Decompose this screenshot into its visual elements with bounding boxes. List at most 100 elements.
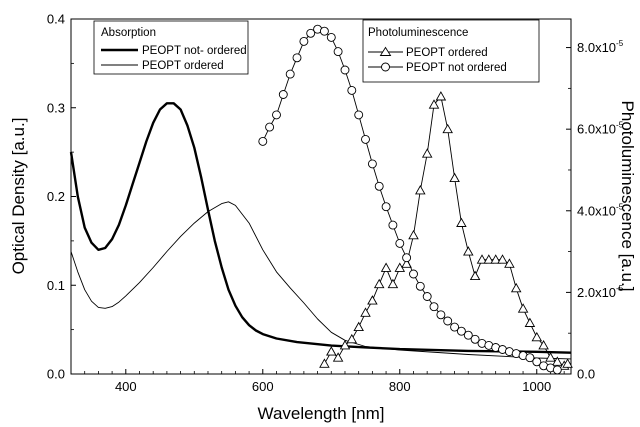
data-point-circle bbox=[319, 26, 329, 36]
legend-pl-box bbox=[362, 19, 540, 83]
y-right-tick-exponent: -5 bbox=[616, 121, 624, 130]
y-axis-left-title: Optical Density [a.u.] bbox=[9, 118, 28, 275]
x-axis-title: Wavelength [nm] bbox=[258, 404, 385, 423]
data-point-circle bbox=[278, 90, 288, 99]
data-point-circle bbox=[361, 134, 370, 144]
data-point-triangle bbox=[531, 331, 543, 342]
data-point-circle bbox=[463, 330, 473, 340]
x-tick-label: 600 bbox=[252, 379, 274, 394]
y-right-tick-mantissa: 8.0x10 bbox=[577, 40, 616, 55]
x-tick-label: 1000 bbox=[522, 379, 551, 394]
data-point-triangle bbox=[545, 352, 556, 362]
data-point-triangle bbox=[469, 270, 481, 281]
data-point-triangle bbox=[408, 229, 419, 240]
data-point-circle bbox=[415, 281, 425, 291]
data-point-circle bbox=[258, 136, 268, 146]
data-point-triangle bbox=[562, 358, 573, 368]
series-1 bbox=[70, 201, 572, 360]
data-point-triangle bbox=[332, 352, 344, 362]
data-point-circle bbox=[402, 253, 412, 263]
data-point-triangle bbox=[415, 184, 426, 195]
data-point-triangle bbox=[387, 278, 399, 289]
legend-absorption-entry-1: PEOPT not- ordered bbox=[142, 45, 247, 57]
data-point-circle bbox=[285, 69, 295, 79]
data-point-circle bbox=[532, 357, 542, 367]
data-point-triangle bbox=[319, 358, 330, 368]
legend-photoluminescence: Photoluminescence PEOPT ordered PEOPT no… bbox=[362, 19, 540, 83]
y-right-tick-mantissa: 6.0x10 bbox=[577, 122, 616, 137]
data-point-triangle bbox=[346, 333, 358, 344]
data-point-triangle bbox=[367, 295, 378, 305]
legend-pl-entry-1: PEOPT ordered bbox=[406, 47, 488, 59]
data-point-circle bbox=[306, 28, 316, 38]
data-point-circle bbox=[443, 316, 453, 326]
data-point-triangle bbox=[463, 246, 474, 256]
data-point-triangle bbox=[517, 303, 529, 313]
y-right-tick-label: 2.0x10-5 bbox=[577, 284, 624, 300]
y-left-tick-label: 0.1 bbox=[47, 278, 65, 293]
series-3 bbox=[258, 24, 562, 375]
y-left-tick-label: 0.4 bbox=[47, 12, 65, 27]
data-point-circle bbox=[422, 292, 432, 301]
y-right-tick-exponent: -5 bbox=[616, 202, 624, 211]
x-tick-label: 800 bbox=[389, 379, 411, 394]
data-point-circle bbox=[409, 269, 418, 279]
data-point-triangle bbox=[497, 254, 508, 264]
y-right-tick-label: 6.0x10-5 bbox=[577, 121, 624, 137]
data-point-triangle bbox=[435, 91, 447, 101]
data-point-triangle bbox=[476, 254, 488, 264]
y-left-tick-label: 0.0 bbox=[47, 367, 65, 382]
data-point-circle bbox=[292, 53, 302, 63]
series-line bbox=[70, 201, 572, 360]
data-point-circle bbox=[272, 110, 281, 120]
y-left-tick-label: 0.2 bbox=[47, 189, 65, 204]
data-point-triangle bbox=[490, 254, 501, 264]
legend-absorption: Absorption PEOPT not- ordered PEOPT orde… bbox=[93, 20, 249, 75]
data-point-triangle bbox=[326, 346, 337, 356]
data-point-triangle bbox=[456, 217, 467, 227]
data-point-circle bbox=[395, 238, 405, 248]
data-point-triangle bbox=[380, 262, 392, 272]
data-point-circle bbox=[299, 36, 309, 46]
data-point-triangle bbox=[510, 282, 522, 293]
data-point-triangle bbox=[538, 339, 549, 350]
y-right-tick-mantissa: 0.0 bbox=[577, 367, 595, 382]
series-2 bbox=[319, 91, 573, 370]
legend-pl-entry-2: PEOPT not ordered bbox=[406, 62, 507, 74]
y-right-tick-label: 8.0x10-5 bbox=[577, 39, 624, 55]
data-point-circle bbox=[374, 181, 384, 191]
data-point-circle bbox=[326, 32, 336, 42]
data-point-triangle bbox=[483, 254, 495, 264]
data-point-triangle bbox=[552, 356, 563, 366]
legend-absorption-title: Absorption bbox=[101, 27, 156, 39]
data-point-circle bbox=[436, 310, 446, 320]
data-point-circle bbox=[340, 65, 350, 75]
data-point-circle bbox=[347, 85, 357, 95]
data-point-circle bbox=[367, 159, 377, 169]
data-point-triangle bbox=[449, 172, 460, 183]
series-line bbox=[69, 102, 572, 354]
data-point-circle bbox=[450, 322, 460, 332]
data-point-circle bbox=[552, 365, 562, 375]
data-point-circle bbox=[381, 202, 391, 212]
y-right-tick-mantissa: 2.0x10 bbox=[577, 285, 616, 300]
y-right-tick-mantissa: 4.0x10 bbox=[577, 203, 616, 218]
data-point-triangle bbox=[353, 321, 364, 332]
data-point-circle bbox=[265, 122, 275, 132]
y-right-tick-exponent: -5 bbox=[616, 39, 624, 48]
data-point-circle bbox=[388, 220, 398, 230]
y-right-tick-exponent: -5 bbox=[616, 284, 624, 293]
x-tick-label: 400 bbox=[115, 379, 137, 394]
legend-pl-title: Photoluminescence bbox=[368, 27, 468, 39]
y-right-tick-label: 4.0x10-5 bbox=[577, 202, 624, 218]
series-layer bbox=[69, 24, 573, 375]
data-point-circle bbox=[333, 47, 343, 57]
data-point-circle bbox=[456, 326, 466, 336]
data-point-triangle bbox=[524, 317, 536, 327]
data-point-triangle bbox=[360, 307, 371, 317]
axis-ticks: 400 600 800 10000.00.10.20.30.40.02.0x10-54… bbox=[47, 12, 624, 395]
data-point-circle bbox=[525, 353, 535, 363]
legend-circle-marker bbox=[381, 62, 390, 72]
data-point-triangle bbox=[421, 148, 433, 158]
